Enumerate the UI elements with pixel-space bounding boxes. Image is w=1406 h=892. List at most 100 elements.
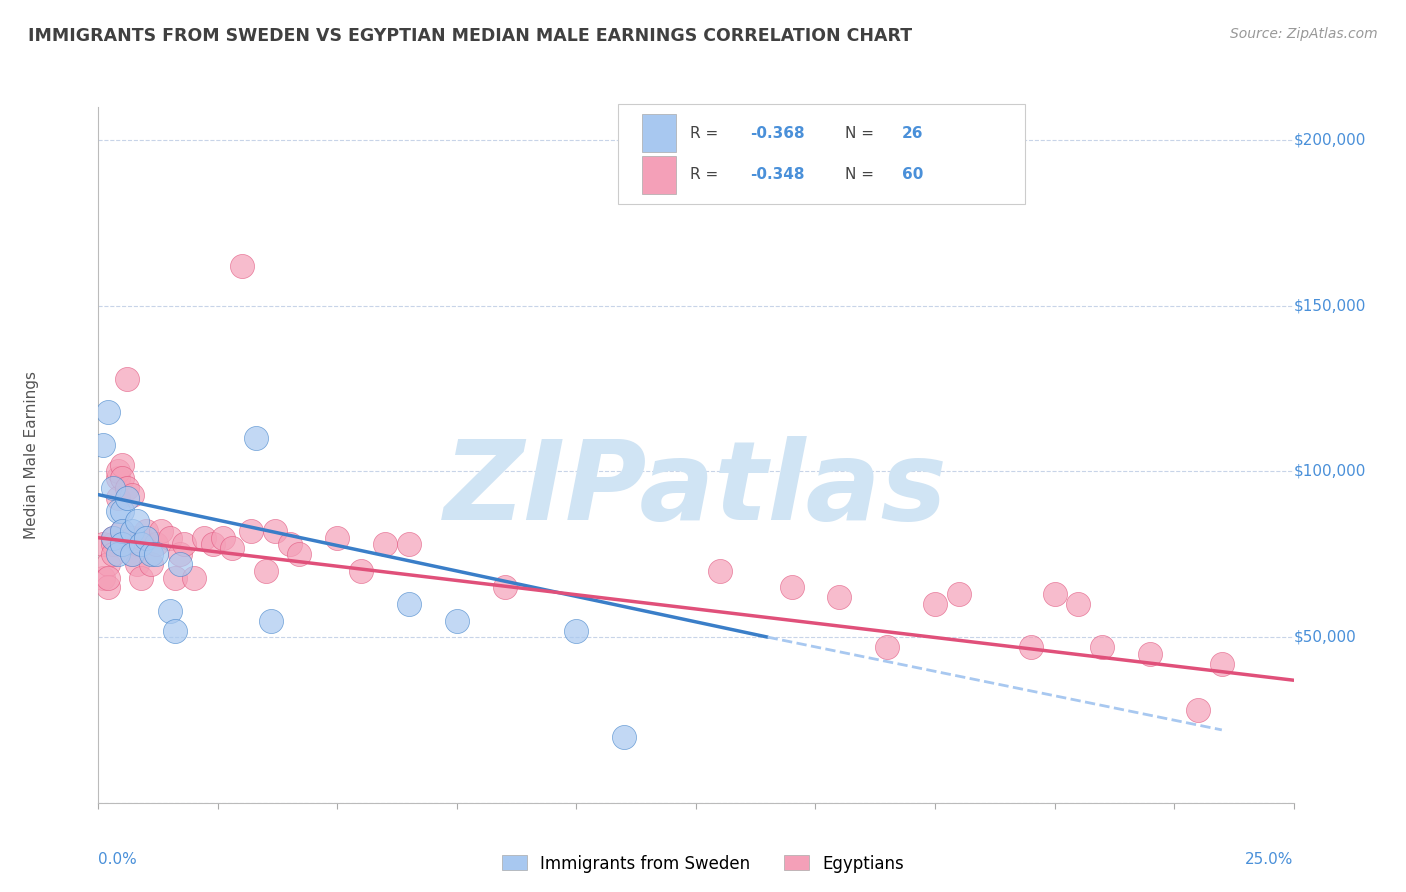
Point xyxy=(101,531,124,545)
Point xyxy=(121,488,143,502)
Point xyxy=(828,591,851,605)
Point xyxy=(780,581,803,595)
Point xyxy=(125,558,148,572)
Point xyxy=(111,458,134,472)
Point xyxy=(125,537,148,551)
Point xyxy=(97,570,120,584)
Point xyxy=(1187,703,1209,717)
Text: $200,000: $200,000 xyxy=(1294,133,1365,148)
Legend: Immigrants from Sweden, Egyptians: Immigrants from Sweden, Egyptians xyxy=(495,848,911,880)
Point xyxy=(924,597,946,611)
Point xyxy=(1019,640,1042,654)
Point xyxy=(107,547,129,561)
Point xyxy=(97,558,120,572)
Point xyxy=(398,597,420,611)
Text: Median Male Earnings: Median Male Earnings xyxy=(24,371,39,539)
Point xyxy=(326,531,349,545)
Point xyxy=(107,491,129,505)
Point xyxy=(121,524,143,538)
Point xyxy=(183,570,205,584)
Text: N =: N = xyxy=(845,167,879,182)
Text: ZIPatlas: ZIPatlas xyxy=(444,436,948,543)
Point xyxy=(111,537,134,551)
Point xyxy=(202,537,225,551)
Text: IMMIGRANTS FROM SWEDEN VS EGYPTIAN MEDIAN MALE EARNINGS CORRELATION CHART: IMMIGRANTS FROM SWEDEN VS EGYPTIAN MEDIA… xyxy=(28,27,912,45)
Point xyxy=(135,524,157,538)
Point xyxy=(111,504,134,518)
Point xyxy=(91,438,114,452)
Point xyxy=(159,604,181,618)
Point xyxy=(131,537,153,551)
Point xyxy=(111,524,134,538)
Point xyxy=(1139,647,1161,661)
Point xyxy=(163,624,186,638)
Point xyxy=(1043,587,1066,601)
Bar xyxy=(643,114,676,153)
Point xyxy=(149,524,172,538)
Point xyxy=(131,570,153,584)
Point xyxy=(97,405,120,419)
Text: Source: ZipAtlas.com: Source: ZipAtlas.com xyxy=(1230,27,1378,41)
Point xyxy=(101,547,124,561)
Point xyxy=(374,537,396,551)
Point xyxy=(259,614,281,628)
Point xyxy=(111,471,134,485)
Point xyxy=(565,624,588,638)
Point xyxy=(709,564,731,578)
Point xyxy=(211,531,233,545)
Point xyxy=(1211,657,1233,671)
Point xyxy=(169,547,191,561)
Point xyxy=(264,524,287,538)
Text: 60: 60 xyxy=(901,167,922,182)
Point xyxy=(101,531,124,545)
Point xyxy=(115,481,138,495)
Point xyxy=(91,570,114,584)
Point xyxy=(163,570,186,584)
Point xyxy=(107,504,129,518)
Point xyxy=(145,547,167,561)
Point xyxy=(613,730,636,744)
Point xyxy=(278,537,301,551)
Point xyxy=(139,558,162,572)
Text: $100,000: $100,000 xyxy=(1294,464,1365,479)
Point xyxy=(1067,597,1090,611)
Point xyxy=(193,531,215,545)
Point xyxy=(350,564,373,578)
Point xyxy=(231,259,253,273)
Point xyxy=(115,372,138,386)
Text: R =: R = xyxy=(690,167,723,182)
Point xyxy=(101,481,124,495)
Point xyxy=(398,537,420,551)
Bar xyxy=(643,155,676,194)
Text: 0.0%: 0.0% xyxy=(98,852,138,866)
Point xyxy=(107,471,129,485)
Point xyxy=(173,537,195,551)
Point xyxy=(948,587,970,601)
Point xyxy=(139,547,162,561)
Text: N =: N = xyxy=(845,126,879,141)
Point xyxy=(169,558,191,572)
Point xyxy=(121,547,143,561)
Text: 25.0%: 25.0% xyxy=(1246,852,1294,866)
Text: 26: 26 xyxy=(901,126,922,141)
Point xyxy=(145,537,167,551)
Point xyxy=(91,537,114,551)
Point xyxy=(135,531,157,545)
Point xyxy=(107,465,129,479)
FancyBboxPatch shape xyxy=(619,103,1025,204)
Point xyxy=(121,531,143,545)
Point xyxy=(121,547,143,561)
Point xyxy=(446,614,468,628)
Point xyxy=(1091,640,1114,654)
Point xyxy=(111,524,134,538)
Point xyxy=(254,564,277,578)
Text: $50,000: $50,000 xyxy=(1294,630,1357,645)
Point xyxy=(131,531,153,545)
Point xyxy=(240,524,263,538)
Text: -0.368: -0.368 xyxy=(749,126,804,141)
Point xyxy=(159,531,181,545)
Point xyxy=(221,541,243,555)
Point xyxy=(97,581,120,595)
Point xyxy=(245,431,267,445)
Text: R =: R = xyxy=(690,126,723,141)
